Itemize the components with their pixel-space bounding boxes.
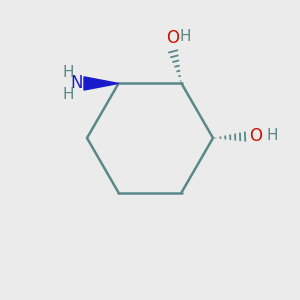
Text: N: N bbox=[70, 74, 83, 92]
Text: H: H bbox=[179, 29, 191, 44]
Text: H: H bbox=[63, 64, 74, 80]
Text: O: O bbox=[249, 127, 262, 145]
Polygon shape bbox=[84, 77, 119, 90]
Text: H: H bbox=[63, 87, 74, 102]
Text: O: O bbox=[166, 28, 179, 46]
Text: H: H bbox=[266, 128, 278, 143]
